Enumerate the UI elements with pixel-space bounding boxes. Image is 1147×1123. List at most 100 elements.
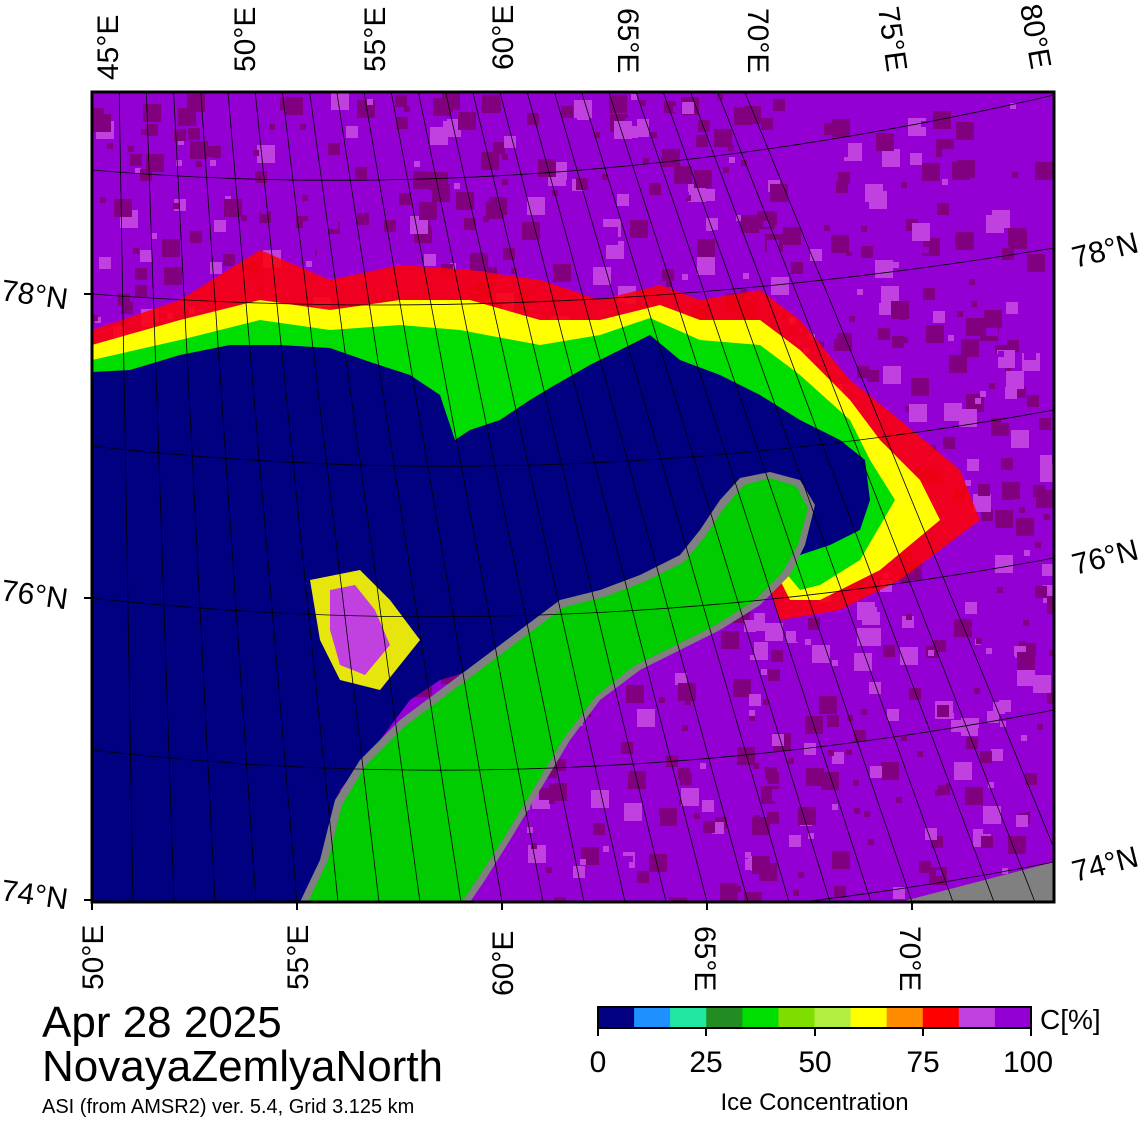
ice-pixel bbox=[974, 323, 980, 329]
ice-pixel bbox=[721, 631, 739, 649]
ice-pixel bbox=[151, 233, 157, 239]
graticule-line bbox=[635, 92, 913, 902]
ice-pixel bbox=[888, 108, 900, 120]
ice-pixel bbox=[610, 699, 616, 705]
ice-pixel bbox=[346, 126, 358, 138]
ice-pixel bbox=[981, 112, 999, 130]
ice-pixel bbox=[563, 94, 569, 100]
ice-pixel bbox=[481, 105, 487, 111]
ice-pixel bbox=[694, 813, 700, 819]
ice-pixel bbox=[528, 845, 546, 863]
ice-pixel bbox=[1023, 620, 1029, 626]
ice-pixel bbox=[776, 175, 782, 181]
ice-pixel bbox=[553, 264, 571, 282]
ice-pixel bbox=[669, 897, 687, 902]
ice-pixel bbox=[399, 193, 411, 205]
ice-pixel bbox=[824, 123, 836, 135]
ice-pixel bbox=[901, 735, 907, 741]
ice-pixel bbox=[451, 206, 457, 212]
ice-pixel bbox=[1008, 836, 1026, 854]
ice-pixel bbox=[1016, 518, 1034, 536]
ice-pixel bbox=[1040, 464, 1054, 482]
ice-pixel bbox=[591, 790, 609, 808]
ice-pixel bbox=[481, 152, 499, 170]
ice-pixel bbox=[828, 750, 834, 756]
colorbar-cell bbox=[634, 1007, 671, 1028]
ice-pixel bbox=[934, 640, 946, 652]
ice-pixel bbox=[957, 311, 963, 317]
ice-pixel bbox=[971, 568, 989, 586]
ice-pixel bbox=[673, 106, 679, 112]
ice-pixel bbox=[1012, 233, 1024, 245]
ice-pixel bbox=[744, 620, 756, 632]
ice-pixel bbox=[922, 163, 940, 181]
ice-pixel bbox=[614, 121, 632, 139]
ice-pixel bbox=[793, 890, 799, 896]
ice-pixel bbox=[763, 699, 769, 705]
ice-pixel bbox=[694, 170, 712, 188]
ice-pixel bbox=[1047, 596, 1054, 614]
ice-pixel bbox=[135, 285, 147, 297]
ice-pixel bbox=[798, 872, 804, 878]
ice-pixel bbox=[989, 383, 995, 389]
colorbar-cell bbox=[886, 1007, 924, 1028]
ice-pixel bbox=[146, 124, 158, 136]
colorbar-tick-label: 25 bbox=[689, 1046, 722, 1079]
graticule-line bbox=[92, 409, 1054, 467]
ice-pixel bbox=[1027, 395, 1039, 407]
ice-pixel bbox=[926, 325, 944, 343]
map-date: Apr 28 2025 bbox=[42, 998, 282, 1047]
top-lon-label: 70°E bbox=[741, 8, 774, 73]
ice-pixel bbox=[210, 160, 216, 166]
ice-pixel bbox=[1044, 171, 1050, 177]
ice-pixel bbox=[891, 301, 909, 319]
ice-pixel bbox=[300, 124, 306, 130]
ice-pixel bbox=[773, 99, 785, 111]
ice-pixel bbox=[123, 181, 135, 193]
ice-pixel bbox=[951, 720, 963, 732]
ice-pixel bbox=[888, 241, 900, 253]
ice-pixel bbox=[188, 128, 200, 140]
ice-pixel bbox=[1036, 490, 1054, 508]
ice-pixel bbox=[763, 221, 769, 227]
ice-pixel bbox=[944, 403, 962, 421]
ice-pixel bbox=[789, 228, 801, 240]
ice-pixel bbox=[1005, 366, 1011, 372]
ice-pixel bbox=[371, 145, 383, 157]
ice-pixel bbox=[416, 139, 422, 145]
ice-pixel bbox=[602, 174, 608, 180]
ice-pixel bbox=[527, 197, 545, 215]
ice-pixel bbox=[1006, 302, 1018, 314]
ice-pixel bbox=[527, 113, 539, 125]
ice-pixel bbox=[735, 886, 741, 892]
ice-pixel bbox=[609, 95, 627, 113]
ice-pixel bbox=[1017, 668, 1035, 686]
ice-pixel bbox=[1012, 172, 1018, 178]
ice-pixel bbox=[649, 854, 667, 872]
ice-pixel bbox=[1027, 254, 1045, 272]
ice-pixel bbox=[1005, 387, 1017, 399]
right-lat-label: 78°N bbox=[1069, 227, 1142, 275]
ice-pixel bbox=[934, 268, 940, 274]
bottom-lon-label: 65°E bbox=[688, 926, 721, 991]
ice-pixel bbox=[868, 839, 874, 845]
ice-pixel bbox=[606, 241, 624, 259]
graticule-line bbox=[118, 92, 134, 902]
ice-pixel bbox=[933, 311, 945, 323]
ice-pixel bbox=[936, 870, 942, 876]
ice-pixel bbox=[928, 650, 934, 656]
ice-pixel bbox=[489, 197, 507, 215]
ice-pixel bbox=[745, 852, 751, 858]
bottom-lon-label: 50°E bbox=[77, 925, 110, 990]
ice-pixel bbox=[783, 130, 789, 136]
ice-pixel bbox=[740, 131, 746, 137]
ice-pixel bbox=[141, 129, 147, 135]
bottom-lon-label: 60°E bbox=[487, 931, 520, 996]
ice-pixel bbox=[538, 159, 556, 177]
ice-pixel bbox=[581, 208, 593, 220]
ice-pixel bbox=[357, 213, 369, 225]
ice-pixel bbox=[302, 195, 308, 201]
ice-pixel bbox=[984, 310, 1002, 328]
ice-pixel bbox=[404, 106, 410, 112]
ice-pixel bbox=[621, 742, 633, 754]
